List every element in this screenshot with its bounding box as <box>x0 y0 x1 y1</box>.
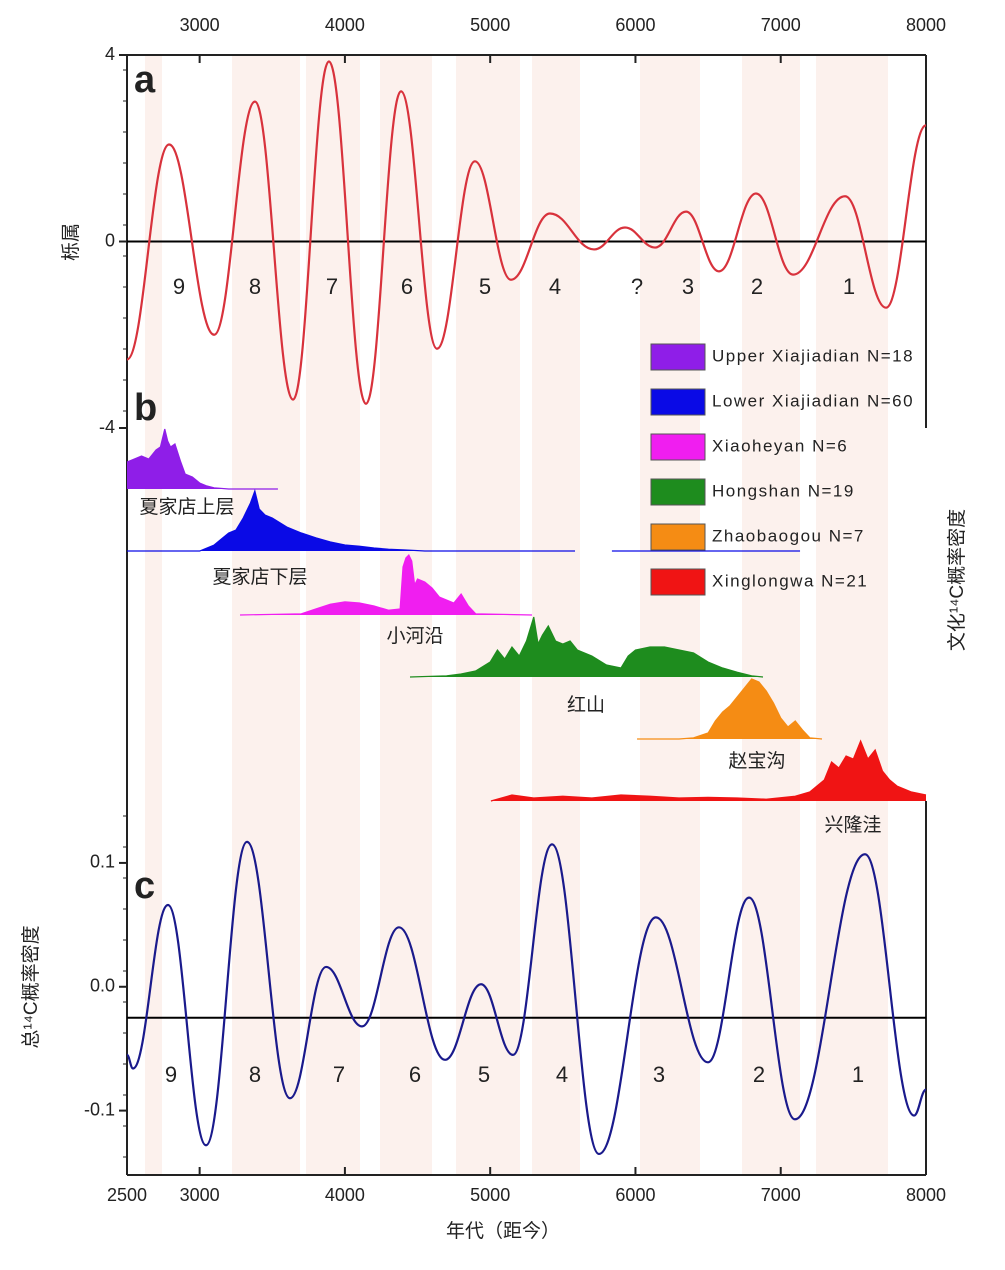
y-axis-label: 栎属 <box>60 223 82 261</box>
cycle-label: 5 <box>479 274 491 299</box>
x-tick-label: 2500 <box>107 1185 147 1205</box>
panel-label: c <box>134 865 155 907</box>
legend-swatch <box>650 388 706 416</box>
area-outline <box>637 678 823 740</box>
legend-swatch <box>650 523 706 551</box>
line-series <box>125 60 927 405</box>
legend-label: Upper Xiajiadian N=18 <box>712 346 914 365</box>
cycle-label: 1 <box>852 1062 864 1087</box>
y-tick-label: 0 <box>105 230 115 250</box>
area-fill <box>127 491 576 551</box>
area-fill <box>637 679 822 739</box>
series-label: 赵宝沟 <box>728 750 785 772</box>
cycle-label: 5 <box>478 1062 490 1087</box>
area-fill <box>127 429 278 489</box>
y-tick-label: -0.1 <box>84 1099 115 1119</box>
cycle-label: 3 <box>653 1062 665 1087</box>
cycle-label: 7 <box>326 274 338 299</box>
legend-swatch <box>650 433 706 461</box>
panel-label: b <box>134 387 157 429</box>
y-tick-label: 4 <box>105 44 115 64</box>
legend-swatch <box>650 568 706 596</box>
y-tick-label: 0.1 <box>90 852 115 872</box>
area-outline <box>490 739 927 802</box>
x-tick-label: 7000 <box>761 15 801 35</box>
panel-label: a <box>134 59 156 101</box>
cycle-label: 4 <box>556 1062 568 1087</box>
y-axis-label: 总¹⁴C概率密度 <box>20 925 42 1048</box>
legend-label: Xinglongwa N=21 <box>712 571 868 590</box>
cycle-label: 9 <box>165 1062 177 1087</box>
shade <box>640 56 700 1174</box>
area-outline <box>409 616 764 678</box>
line-series <box>126 840 927 1156</box>
cycle-label: 8 <box>249 1062 261 1087</box>
x-tick-label: 3000 <box>180 15 220 35</box>
legend-label: Lower Xiajiadian N=60 <box>712 391 914 410</box>
x-tick-label: 5000 <box>470 1185 510 1205</box>
x-tick-label: 6000 <box>615 15 655 35</box>
area-outline <box>240 553 533 616</box>
y-axis-label: 文化¹⁴C概率密度 <box>946 509 968 651</box>
cycle-label: 9 <box>173 274 185 299</box>
cycle-label: 2 <box>751 274 763 299</box>
series-label: 夏家店上层 <box>139 496 234 518</box>
shade <box>145 56 162 1174</box>
cycle-label: 1 <box>843 274 855 299</box>
area-outline <box>127 488 576 552</box>
legend-swatch <box>650 478 706 506</box>
legend-label: Hongshan N=19 <box>712 481 855 500</box>
x-tick-label: 3000 <box>180 1185 220 1205</box>
area-outline <box>126 428 278 490</box>
x-tick-label: 7000 <box>761 1185 801 1205</box>
legend-label: Xiaoheyan N=6 <box>712 436 848 455</box>
y-tick-label: -4 <box>99 417 115 437</box>
x-tick-label: 8000 <box>906 1185 946 1205</box>
legend-swatch <box>650 343 706 371</box>
cycle-label: 6 <box>401 274 413 299</box>
cycle-label: ? <box>631 274 643 299</box>
series-label: 红山 <box>567 694 605 716</box>
area-fill <box>240 555 533 615</box>
x-tick-label: 4000 <box>325 1185 365 1205</box>
cycle-label: 7 <box>333 1062 345 1087</box>
cycle-label: 6 <box>409 1062 421 1087</box>
legend-label: Zhaobaogou N=7 <box>712 526 865 545</box>
cycle-label: 2 <box>753 1062 765 1087</box>
series-label: 兴隆洼 <box>824 814 881 836</box>
y-tick-label: 0.0 <box>90 976 115 996</box>
x-tick-label: 8000 <box>906 15 946 35</box>
cycle-label: 8 <box>249 274 261 299</box>
x-tick-label: 6000 <box>615 1185 655 1205</box>
x-axis-label: 年代（距今） <box>446 1220 560 1242</box>
series-label: 夏家店下层 <box>212 566 307 588</box>
area-fill <box>409 617 764 677</box>
x-tick-label: 4000 <box>325 15 365 35</box>
x-tick-label: 5000 <box>470 15 510 35</box>
cycle-label: 4 <box>549 274 561 299</box>
series-label: 小河沿 <box>386 625 443 647</box>
cycle-label: 3 <box>682 274 694 299</box>
